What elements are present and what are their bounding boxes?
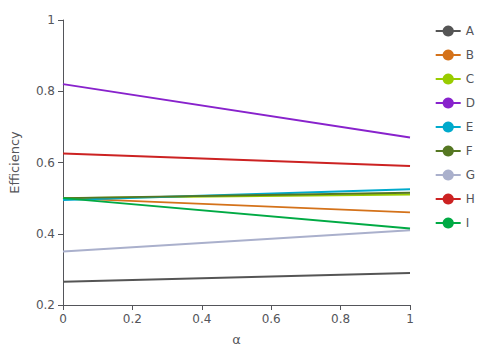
svg-text:0.8: 0.8 <box>36 84 55 98</box>
svg-text:1: 1 <box>47 13 55 27</box>
svg-text:0.6: 0.6 <box>36 156 55 170</box>
svg-text:α: α <box>232 332 241 347</box>
svg-text:E: E <box>466 120 474 134</box>
svg-text:0.4: 0.4 <box>192 312 211 326</box>
svg-text:B: B <box>466 48 474 62</box>
svg-text:0.2: 0.2 <box>123 312 142 326</box>
svg-text:C: C <box>466 72 474 86</box>
svg-text:A: A <box>466 24 475 38</box>
svg-text:1: 1 <box>406 312 414 326</box>
svg-text:D: D <box>466 96 475 110</box>
svg-text:G: G <box>466 168 475 182</box>
svg-text:H: H <box>466 192 475 206</box>
svg-text:0.2: 0.2 <box>36 298 55 312</box>
svg-text:Efficiency: Efficiency <box>7 131 22 194</box>
svg-text:0.6: 0.6 <box>262 312 281 326</box>
svg-text:0.4: 0.4 <box>36 227 55 241</box>
svg-text:0.8: 0.8 <box>331 312 350 326</box>
svg-text:F: F <box>466 144 473 158</box>
svg-text:0: 0 <box>59 312 67 326</box>
svg-text:I: I <box>466 216 470 230</box>
